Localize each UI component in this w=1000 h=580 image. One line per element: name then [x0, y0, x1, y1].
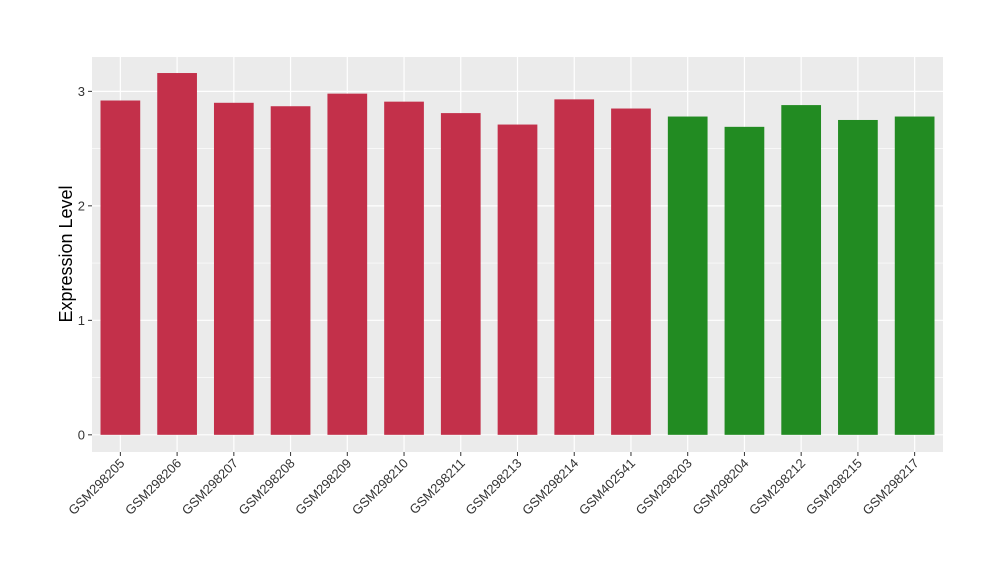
- bar-GSM298203: [667, 116, 708, 435]
- bar-GSM298204: [724, 126, 765, 435]
- bar-GSM298217: [894, 116, 935, 435]
- bar-GSM298215: [838, 119, 878, 435]
- x-tick-label: GSM298214: [519, 456, 581, 518]
- y-tick-label: 1: [78, 313, 85, 328]
- bar-GSM298208: [270, 106, 311, 435]
- y-tick-label: 3: [78, 84, 85, 99]
- bar-GSM298210: [384, 101, 424, 435]
- bar-GSM298214: [554, 99, 595, 435]
- bar-GSM298205: [100, 100, 141, 435]
- x-tick-label: GSM298215: [803, 456, 865, 518]
- bar-GSM298212: [781, 105, 822, 435]
- bars: [100, 73, 935, 435]
- x-tick-label: GSM298207: [179, 456, 241, 518]
- y-axis: 0 1 2 3: [78, 84, 92, 442]
- bar-GSM298209: [327, 93, 368, 435]
- bar-GSM298207: [213, 102, 254, 435]
- x-tick-label: GSM298206: [122, 456, 184, 518]
- x-tick-label: GSM298213: [462, 456, 524, 518]
- x-tick-label: GSM298203: [633, 456, 695, 518]
- y-axis-title: Expression Level: [56, 185, 76, 322]
- x-tick-label: GSM298205: [65, 456, 127, 518]
- bar-GSM298211: [440, 113, 481, 435]
- x-tick-label: GSM298212: [746, 456, 808, 518]
- x-axis: GSM298205GSM298206GSM298207GSM298208GSM2…: [65, 452, 922, 518]
- bar-GSM298206: [157, 73, 197, 435]
- y-tick-label: 2: [78, 198, 85, 213]
- x-tick-label: GSM298209: [292, 456, 354, 518]
- bar-GSM402541: [611, 108, 651, 435]
- x-tick-label: GSM298211: [406, 456, 468, 518]
- x-tick-label: GSM298217: [860, 456, 922, 518]
- bar-GSM298213: [497, 124, 538, 435]
- y-tick-label: 0: [78, 427, 85, 442]
- x-tick-label: GSM298204: [689, 456, 751, 518]
- x-tick-label: GSM298210: [349, 456, 411, 518]
- x-tick-label: GSM298208: [235, 456, 297, 518]
- x-tick-label: GSM402541: [576, 456, 638, 518]
